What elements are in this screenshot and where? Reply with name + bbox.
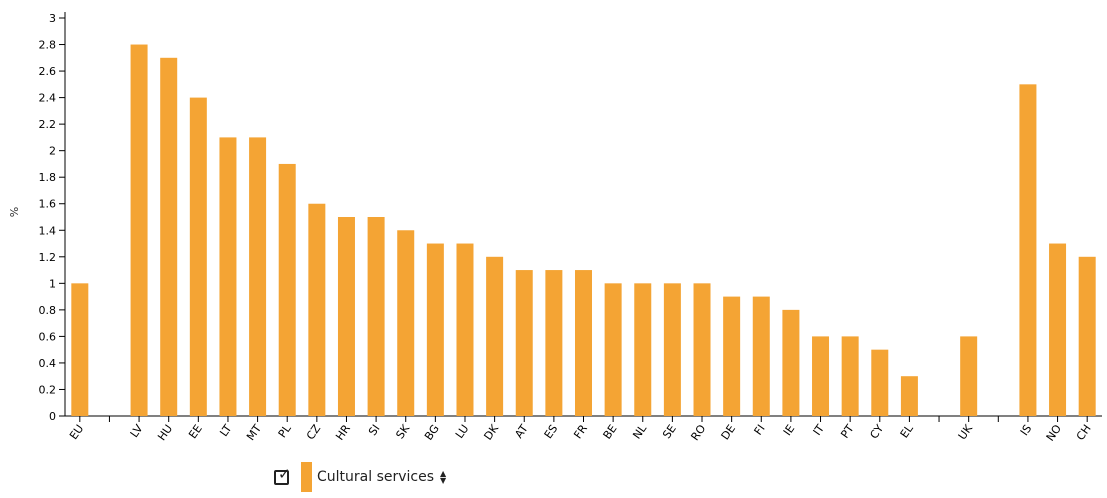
bar-pt[interactable] <box>841 336 859 416</box>
x-tick-label: PL <box>276 422 294 441</box>
bar-no[interactable] <box>1049 243 1067 416</box>
y-tick-label: 2.8 <box>39 39 57 52</box>
y-tick-label: 2.4 <box>39 92 57 105</box>
x-tick-label: EU <box>67 422 86 442</box>
bar-mt[interactable] <box>249 137 267 416</box>
bar-el[interactable] <box>900 376 918 416</box>
x-tick-label: BG <box>422 422 442 442</box>
x-tick-label: LU <box>453 422 471 441</box>
legend: ✓ Cultural services ▲ ▼ <box>274 462 446 492</box>
bar-it[interactable] <box>812 336 830 416</box>
x-tick-label: NO <box>1044 422 1065 444</box>
x-tick-label: HU <box>155 422 175 443</box>
x-tick-label: UK <box>956 422 976 443</box>
y-tick-label: 0.8 <box>39 304 57 317</box>
y-axis-label: % <box>8 207 21 217</box>
bar-bg[interactable] <box>426 243 444 416</box>
y-tick-label: 2 <box>49 145 56 158</box>
x-tick-label: IS <box>1018 422 1035 438</box>
bar-pl[interactable] <box>278 163 296 416</box>
bar-ie[interactable] <box>782 309 800 416</box>
x-tick-label: AT <box>512 422 530 441</box>
x-tick-label: IE <box>781 422 798 438</box>
y-tick-label: 2.2 <box>39 118 57 131</box>
bar-ee[interactable] <box>189 97 207 416</box>
y-tick-label: 1.2 <box>39 251 57 264</box>
x-tick-label: SK <box>393 422 412 442</box>
bar-at[interactable] <box>515 270 533 416</box>
checkbox-checked-icon[interactable]: ✓ <box>274 466 291 485</box>
x-tick-label: FR <box>571 422 590 441</box>
bar-uk[interactable] <box>960 336 978 416</box>
y-tick-label: 1.6 <box>39 198 57 211</box>
y-tick-label: 1 <box>49 277 56 290</box>
bar-lv[interactable] <box>130 44 148 417</box>
sort-icon[interactable]: ▲ ▼ <box>440 469 447 485</box>
x-tick-label: SE <box>660 422 679 441</box>
y-tick-label: 1.4 <box>39 224 57 237</box>
x-tick-label: CH <box>1074 422 1094 443</box>
x-tick-label: DK <box>481 422 501 443</box>
x-tick-label: LV <box>128 422 146 440</box>
bar-ch[interactable] <box>1078 256 1096 416</box>
y-axis: 0 0.2 0.4 0.6 0.8 1 1.2 1.4 1.6 1.8 2 2.2 2.4 2.6 2.8 3 <box>39 12 66 423</box>
bars-series-cultural-services <box>71 44 1096 417</box>
bar-lt[interactable] <box>219 137 237 416</box>
y-tick-label: 0.6 <box>39 330 57 343</box>
bar-ro[interactable] <box>693 283 711 416</box>
x-tick-label: BE <box>601 422 620 441</box>
bar-chart: 0 0.2 0.4 0.6 0.8 1 1.2 1.4 1.6 1.8 2 2.2 2.4 2.6 2.8 3… <box>8 12 1102 444</box>
x-tick-label: DE <box>719 422 739 442</box>
bar-hr[interactable] <box>337 217 355 416</box>
y-tick-label: 1.8 <box>39 171 57 184</box>
legend-label[interactable]: Cultural services <box>317 469 435 485</box>
bar-de[interactable] <box>723 296 741 416</box>
x-tick-label: MT <box>244 422 264 443</box>
x-axis: EU LV HU EE LT MT PL CZ HR SI SK BG LU DK AT ES FR BE NL SE… <box>65 415 1102 444</box>
x-tick-label: IT <box>811 422 828 438</box>
x-tick-label: EE <box>186 422 205 441</box>
bar-eu[interactable] <box>71 283 89 416</box>
legend-swatch <box>301 462 312 492</box>
bar-si[interactable] <box>367 217 385 416</box>
bar-cy[interactable] <box>871 349 889 416</box>
x-tick-label: EL <box>898 422 917 441</box>
y-tick-label: 0.2 <box>39 383 57 396</box>
x-tick-label: ES <box>542 422 561 441</box>
bar-be[interactable] <box>604 283 622 416</box>
x-tick-label: RO <box>688 422 708 443</box>
bar-sk[interactable] <box>397 230 415 416</box>
bar-nl[interactable] <box>634 283 652 416</box>
bar-cz[interactable] <box>308 203 326 416</box>
y-tick-label: 3 <box>49 12 56 25</box>
bar-hu[interactable] <box>160 57 178 417</box>
x-tick-label: PT <box>838 422 856 441</box>
x-tick-label: LT <box>217 422 234 439</box>
bar-is[interactable] <box>1019 84 1037 416</box>
bar-lu[interactable] <box>456 243 474 416</box>
y-tick-label: 0.4 <box>39 357 57 370</box>
x-tick-label: SI <box>366 422 383 438</box>
bar-dk[interactable] <box>486 256 504 416</box>
x-tick-label: CZ <box>304 422 324 442</box>
x-tick-label: FI <box>752 422 768 437</box>
bar-fi[interactable] <box>752 296 770 416</box>
x-tick-label: HR <box>333 422 353 443</box>
y-tick-label: 0 <box>49 410 56 423</box>
bar-se[interactable] <box>663 283 681 416</box>
x-tick-label: NL <box>630 422 649 442</box>
bar-es[interactable] <box>545 270 563 416</box>
x-tick-label: CY <box>867 422 886 441</box>
bar-fr[interactable] <box>575 270 592 416</box>
y-tick-label: 2.6 <box>39 65 57 78</box>
